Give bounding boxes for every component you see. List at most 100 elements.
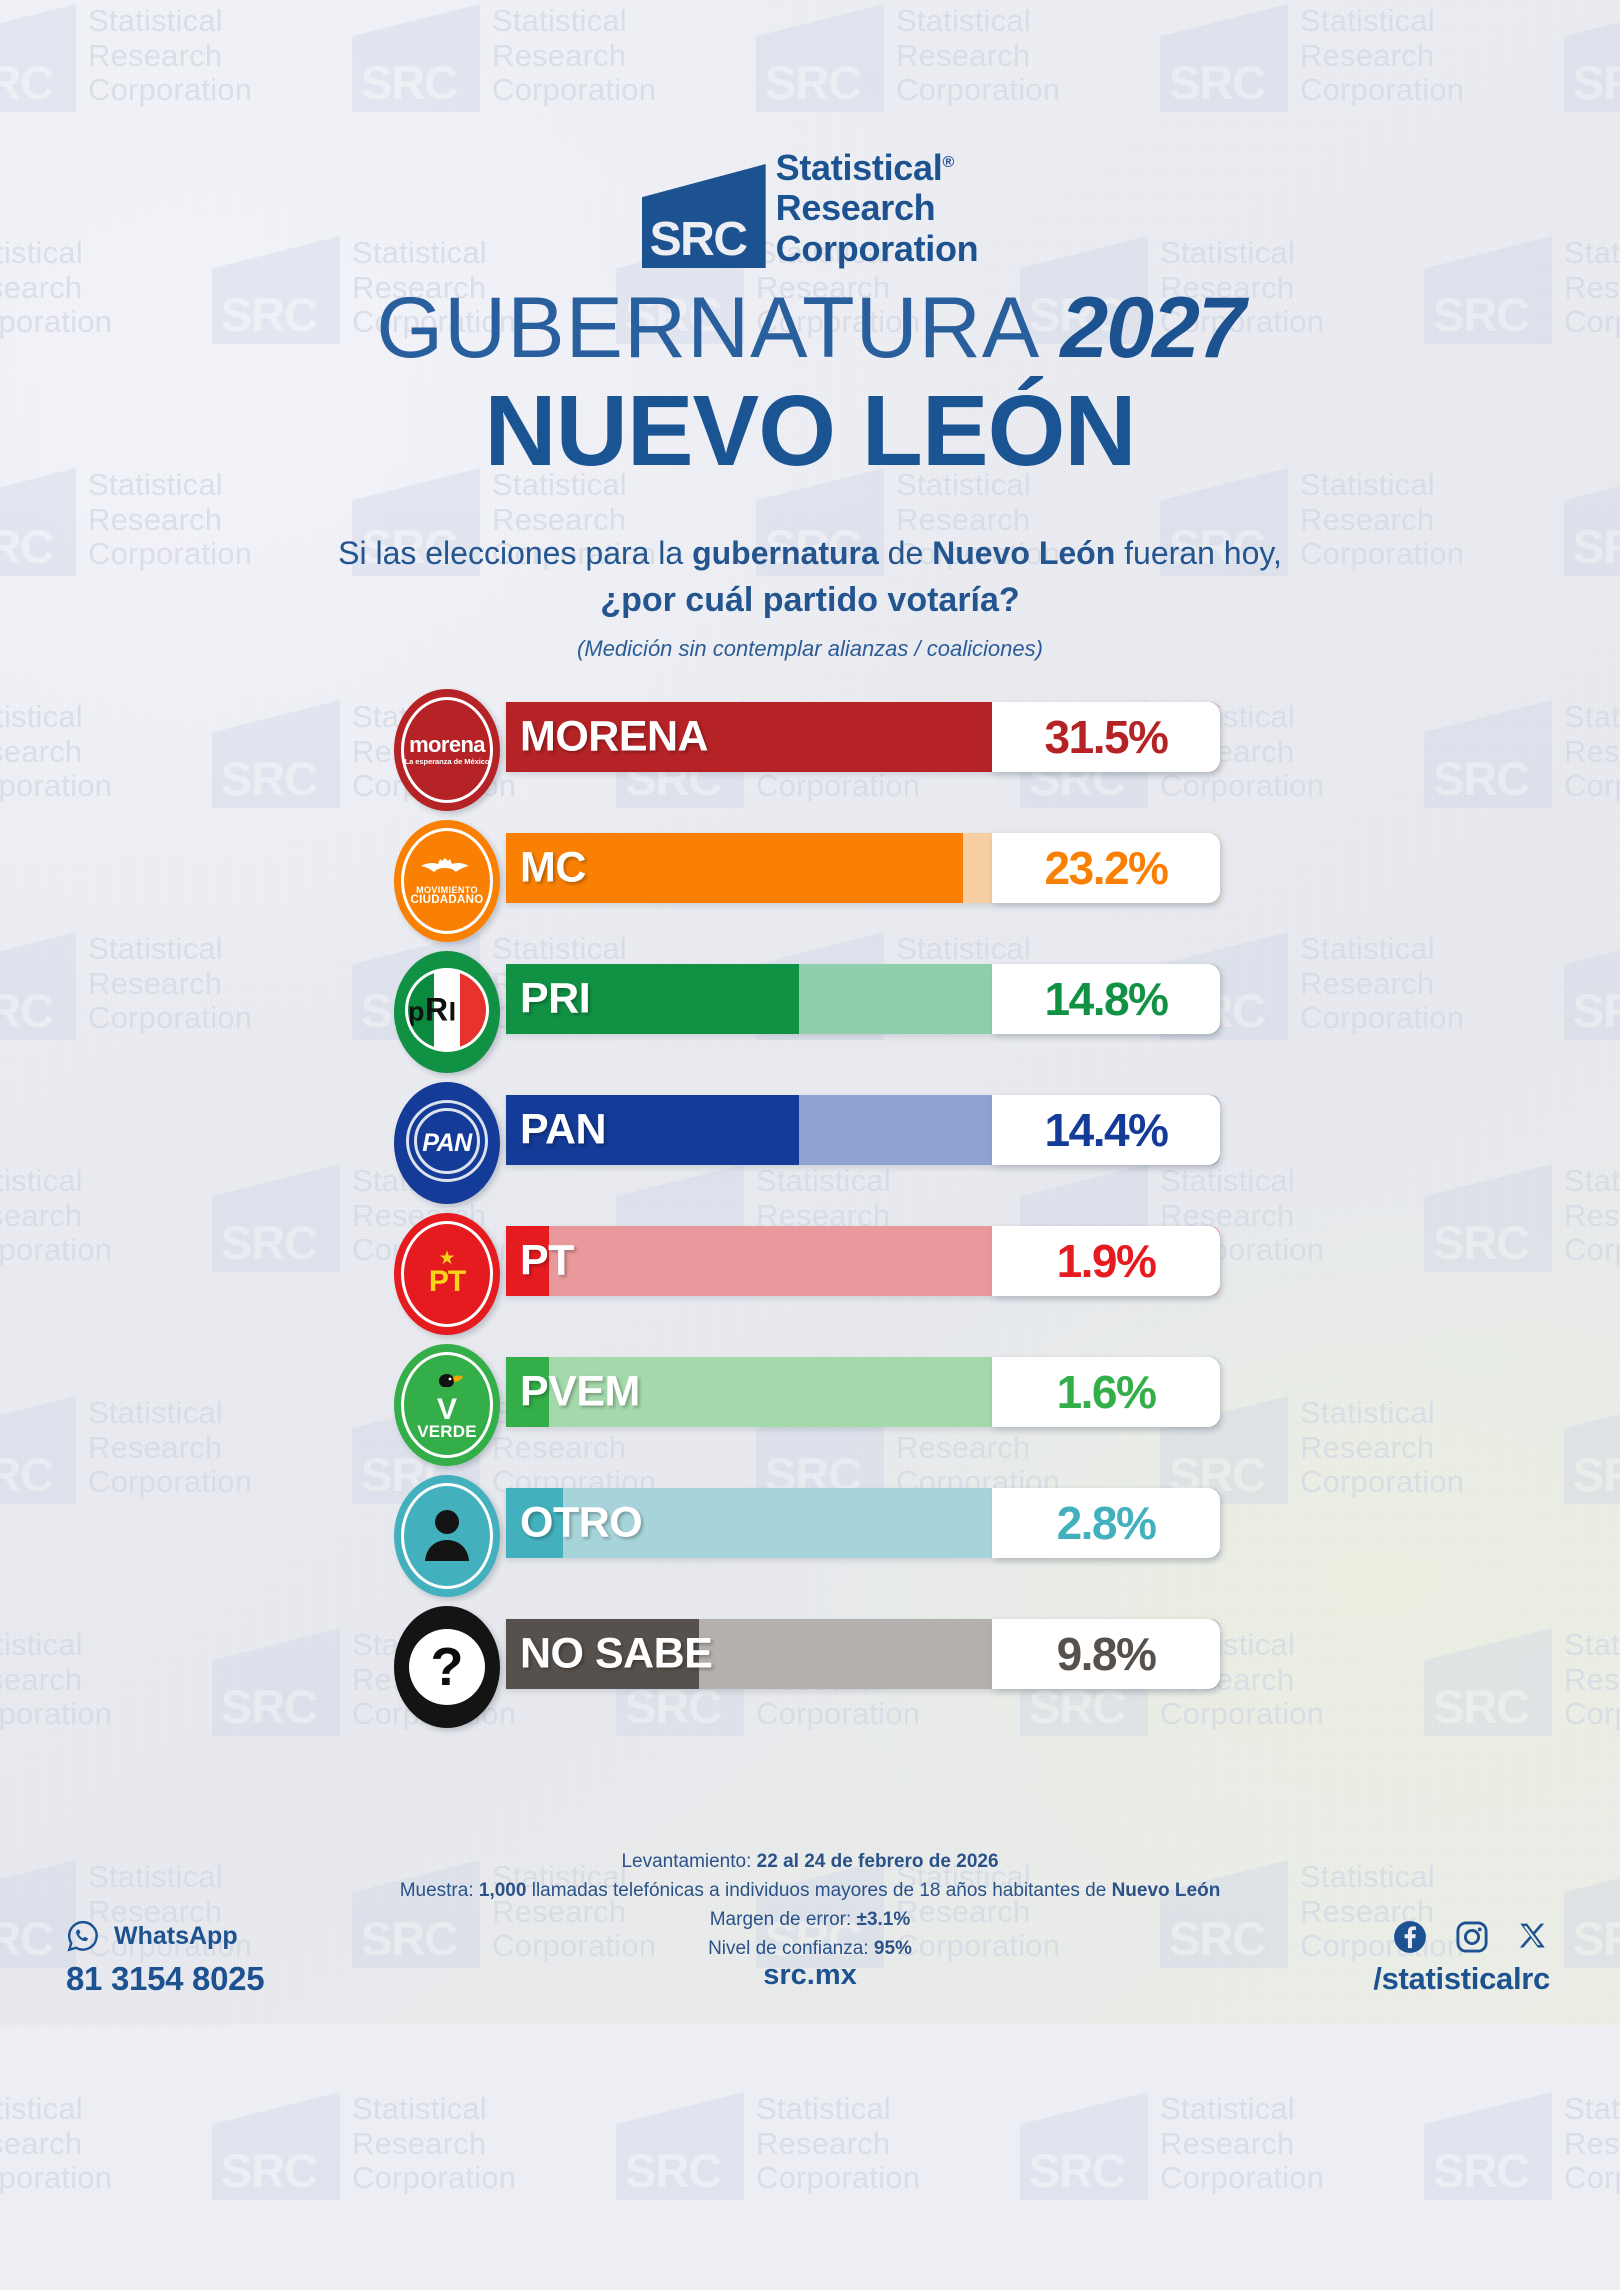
bar-value: 14.8% bbox=[1044, 973, 1169, 1026]
morena-logo: morena La esperanza de México bbox=[394, 689, 500, 812]
bar-party-label: MC bbox=[520, 843, 586, 892]
bar-row: 23.2% MC MOVIMIENTO CIUDADANO bbox=[0, 820, 1620, 943]
bar-value-box: 9.8% bbox=[992, 1619, 1220, 1690]
title-gubernatura: GUBERNATURA bbox=[376, 279, 1036, 376]
page-footer: WhatsApp 81 3154 8025 src.mx bbox=[0, 1907, 1620, 2025]
brand-line-3: Corporation bbox=[775, 227, 979, 269]
bar-track: 1.9% bbox=[506, 1226, 1220, 1297]
bar-fill bbox=[506, 1619, 699, 1690]
x-twitter-icon[interactable] bbox=[1516, 1920, 1550, 1954]
otro-logo-inner bbox=[419, 1505, 475, 1567]
whatsapp-icon bbox=[66, 1919, 100, 1953]
fp2b: 1,000 bbox=[478, 1879, 527, 1901]
pri-flag: pRI bbox=[405, 968, 489, 1053]
question-line-2: ¿por cuál partido votaría? bbox=[600, 581, 1020, 620]
bar-value: 31.5% bbox=[1044, 711, 1169, 764]
fp1b: 22 al 24 de febrero de 2026 bbox=[756, 1851, 999, 1872]
watermark-mark-text: SRC bbox=[221, 2144, 318, 2197]
bar-value: 14.4% bbox=[1044, 1104, 1169, 1157]
registered-mark: ® bbox=[942, 154, 954, 171]
whatsapp-label: WhatsApp bbox=[114, 1921, 238, 1950]
methodology-note: Levantamiento: 22 al 24 de febrero de 20… bbox=[0, 1848, 1620, 1964]
fp2d: Nuevo León bbox=[1111, 1879, 1221, 1901]
bar-value: 2.8% bbox=[1056, 1497, 1157, 1550]
person-icon bbox=[425, 1510, 469, 1562]
pt-wordmark: PT bbox=[428, 1265, 466, 1299]
bar-track: 1.6% bbox=[506, 1357, 1220, 1428]
q1e: fueran hoy, bbox=[1115, 534, 1282, 571]
bar-track: 2.8% bbox=[506, 1488, 1220, 1559]
results-bar-chart: 31.5% MORENA morena La esperanza de México 2… bbox=[0, 689, 1620, 1729]
bar-party-label: PT bbox=[520, 1236, 574, 1285]
pvem-wordmark: VERDE bbox=[417, 1421, 477, 1441]
pri-letter-r: R bbox=[425, 991, 449, 1028]
mc-sub-2: CIUDADANO bbox=[410, 894, 484, 907]
bar-row: 14.8% PRI pRI bbox=[0, 951, 1620, 1074]
pri-logo: pRI bbox=[394, 951, 500, 1074]
brand-logo: SRC Statistical® Research Corporation bbox=[0, 0, 1620, 269]
bar-fill bbox=[506, 1095, 799, 1166]
morena-tagline: La esperanza de México bbox=[404, 757, 490, 767]
bar-track: 31.5% bbox=[506, 702, 1220, 773]
instagram-icon[interactable] bbox=[1454, 1919, 1490, 1955]
brand-line-1: Statistical® bbox=[776, 147, 979, 188]
fp4a: Nivel de confianza: bbox=[708, 1937, 874, 1959]
bar-fill bbox=[506, 964, 799, 1035]
bar-party-label: PAN bbox=[520, 1105, 607, 1154]
bar-party-label: PVEM bbox=[520, 1367, 640, 1416]
page-title: GUBERNATURA 2027 bbox=[0, 285, 1620, 371]
bar-fill bbox=[506, 833, 963, 904]
logo-ring bbox=[401, 1352, 493, 1459]
pan-logo: PAN bbox=[394, 1082, 500, 1205]
nosabe-logo-inner: ? bbox=[409, 1629, 485, 1706]
logo-ring bbox=[401, 828, 493, 935]
brand-wordmark: Statistical® Research Corporation bbox=[775, 147, 979, 269]
fp2c: llamadas telefónicas a individuos mayore… bbox=[526, 1879, 1112, 1901]
facebook-icon[interactable] bbox=[1392, 1919, 1428, 1955]
fineprint-line-2: Muestra: 1,000 llamadas telefónicas a in… bbox=[0, 1877, 1620, 1906]
watermark-mark-text: SRC bbox=[1433, 2144, 1530, 2197]
bar-fill bbox=[506, 1488, 564, 1559]
brand-line-2: Research bbox=[775, 187, 936, 229]
bar-track: 14.4% bbox=[506, 1095, 1220, 1166]
pt-logo-inner: ★ PT bbox=[428, 1248, 466, 1299]
eagle-icon bbox=[420, 858, 469, 873]
bar-track: 14.8% bbox=[506, 964, 1220, 1035]
q1a: Si las elecciones para la bbox=[338, 534, 693, 571]
whatsapp-contact[interactable]: WhatsApp 81 3154 8025 bbox=[66, 1919, 265, 1998]
mc-logo-inner: MOVIMIENTO CIUDADANO bbox=[411, 855, 484, 907]
star-icon: ★ bbox=[438, 1248, 456, 1270]
fineprint-line-4: Nivel de confianza: 95% bbox=[0, 1935, 1620, 1964]
toucan-icon bbox=[417, 1371, 477, 1398]
bar-value-box: 1.9% bbox=[992, 1226, 1220, 1297]
bar-party-label: OTRO bbox=[520, 1498, 643, 1547]
bar-value: 1.6% bbox=[1056, 1366, 1157, 1419]
watermark-mark: SRC bbox=[1020, 2092, 1148, 2200]
fp3b: ±3.1% bbox=[856, 1908, 911, 1930]
social-links[interactable]: /statisticalrc bbox=[1373, 1919, 1550, 1997]
fp1a: Levantamiento: bbox=[621, 1851, 757, 1872]
question-line-1: Si las elecciones para la gubernatura de… bbox=[0, 532, 1620, 575]
bar-track: 9.8% bbox=[506, 1619, 1220, 1690]
bar-value-box: 23.2% bbox=[992, 833, 1220, 904]
fp2a: Muestra: bbox=[399, 1879, 479, 1901]
mc-sub-1: MOVIMIENTO bbox=[416, 885, 478, 896]
bar-row: 9.8% NO SABE? bbox=[0, 1606, 1620, 1729]
q1d: Nuevo León bbox=[932, 534, 1116, 571]
pan-wordmark: PAN bbox=[422, 1128, 472, 1157]
whatsapp-number[interactable]: 81 3154 8025 bbox=[66, 1960, 265, 1997]
bar-party-label: NO SABE bbox=[520, 1629, 713, 1678]
title-year: 2027 bbox=[1060, 279, 1245, 376]
bar-value: 9.8% bbox=[1056, 1628, 1157, 1681]
bar-fill bbox=[506, 1226, 549, 1297]
bar-party-label: PRI bbox=[520, 974, 591, 1023]
social-handle[interactable]: /statisticalrc bbox=[1373, 1961, 1550, 1996]
website-url[interactable]: src.mx bbox=[763, 1959, 857, 1991]
no-sabe-question-logo: ? bbox=[394, 1606, 500, 1729]
